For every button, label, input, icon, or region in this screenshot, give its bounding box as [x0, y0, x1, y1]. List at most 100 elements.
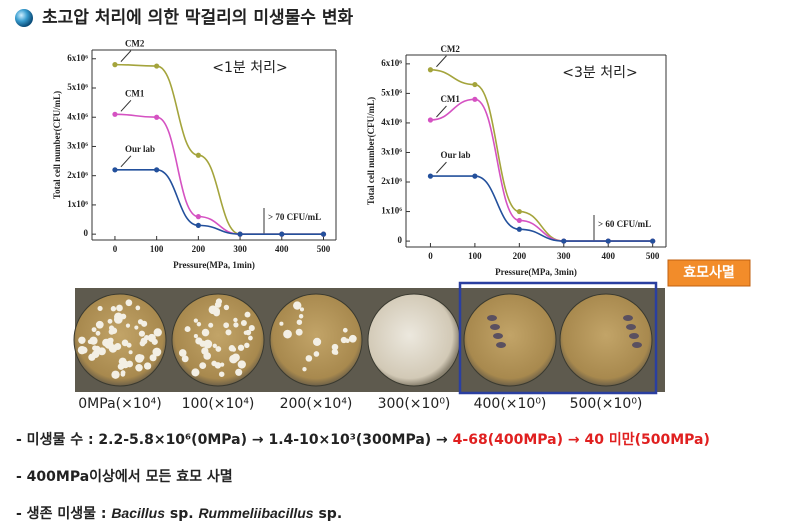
colony — [199, 362, 207, 370]
colony — [114, 312, 123, 322]
yeast-spot — [487, 315, 497, 321]
petri-dish — [559, 293, 653, 387]
genus: Rummeliibacillus — [198, 505, 313, 521]
colony — [191, 368, 200, 377]
x-tick-label: 0 — [113, 244, 118, 254]
colony — [213, 307, 221, 315]
data-point — [472, 173, 478, 179]
colony — [125, 299, 133, 307]
colony — [138, 354, 145, 361]
colony — [141, 320, 148, 327]
yeast-spot — [493, 333, 503, 339]
petri-dish — [73, 293, 167, 387]
colony — [152, 347, 162, 357]
colony — [196, 321, 202, 327]
x-tick-label: 500 — [646, 251, 660, 261]
x-axis-label: Pressure(MPa, 1min) — [173, 260, 255, 270]
photo-label: 100(×10⁴) — [182, 396, 255, 412]
series-pointer — [120, 155, 132, 168]
data-point — [112, 167, 118, 173]
y-tick-label: 1x10⁶ — [67, 199, 88, 209]
y-tick-label: 4x10⁶ — [381, 117, 402, 127]
colony — [345, 338, 350, 343]
colony — [313, 351, 320, 357]
colony — [283, 329, 292, 339]
colony — [296, 319, 303, 325]
y-tick-label: 0 — [84, 228, 89, 238]
series-pointer — [436, 105, 447, 118]
bullet: - 400MPa이상에서 모든 효모 사멸 — [16, 468, 233, 485]
data-point — [650, 238, 656, 244]
colony — [302, 367, 307, 372]
petri-dish — [367, 293, 461, 387]
colony — [91, 350, 100, 359]
photo-label: 500(×10⁰) — [570, 396, 643, 412]
colony — [233, 322, 239, 328]
y-tick-label: 0 — [398, 235, 403, 245]
y-tick-label: 1x10⁶ — [381, 206, 402, 216]
x-tick-label: 200 — [192, 244, 206, 254]
chart-title: <1분 처리> — [212, 60, 287, 76]
colony — [215, 346, 222, 352]
data-point — [320, 231, 327, 237]
colony — [138, 330, 145, 337]
y-tick-label: 3x10⁶ — [381, 147, 402, 157]
photo-label: 400(×10⁰) — [474, 396, 547, 412]
x-tick-label: 200 — [513, 251, 527, 261]
series-label: CM1 — [440, 94, 460, 104]
petri-dish — [463, 293, 557, 387]
data-point — [427, 173, 434, 179]
series-pointer — [436, 161, 447, 174]
colony — [193, 334, 198, 339]
x-tick-label: 500 — [317, 244, 331, 254]
data-point — [516, 208, 522, 215]
colony — [233, 317, 238, 323]
y-tick-label: 2x10⁶ — [381, 176, 402, 186]
colony — [107, 337, 113, 344]
x-tick-label: 100 — [468, 251, 482, 261]
colony — [237, 360, 246, 369]
data-point — [516, 226, 522, 232]
colony — [178, 349, 187, 357]
colony — [245, 329, 252, 336]
series-label: CM2 — [440, 44, 460, 54]
data-point — [195, 222, 201, 228]
colony — [199, 340, 206, 347]
colony — [97, 305, 103, 312]
colony — [312, 337, 322, 346]
colony — [305, 355, 313, 362]
colony — [211, 360, 217, 367]
data-point — [472, 81, 478, 88]
series-label: Our lab — [440, 150, 470, 160]
data-point — [112, 111, 118, 117]
photo-label: 300(×10⁰) — [378, 396, 451, 412]
colony — [299, 307, 305, 312]
x-tick-label: 400 — [275, 244, 289, 254]
chart-title: <3분 처리> — [562, 65, 637, 81]
data-point — [605, 238, 611, 244]
colony — [293, 301, 302, 310]
colony — [135, 364, 143, 372]
data-point — [195, 214, 201, 220]
data-point — [427, 117, 434, 123]
data-point — [472, 96, 478, 102]
data-point — [154, 63, 160, 69]
yeast-spot — [626, 324, 636, 330]
genus: Bacillus — [111, 505, 165, 521]
colony — [240, 320, 247, 327]
colony — [348, 334, 357, 343]
bullet-text: sp. — [314, 506, 343, 522]
colony — [143, 362, 152, 370]
photo-label: 0MPa(×10⁴) — [78, 396, 161, 412]
yeast-spot — [623, 315, 633, 321]
series-label: CM1 — [125, 88, 145, 98]
slide-title: 초고압 처리에 의한 막걸리의 미생물수 변화 — [42, 7, 353, 28]
colony — [220, 362, 225, 367]
colony — [244, 342, 250, 349]
bullet: - 미생물 수 : 2.2-5.8×10⁶(0MPa) → 1.4-10×10³… — [16, 432, 710, 448]
colony — [118, 357, 127, 366]
y-axis-label: Total cell number(CFU/mL) — [52, 91, 62, 199]
yeast-spot — [496, 342, 506, 348]
y-tick-label: 3x10⁶ — [67, 141, 88, 151]
